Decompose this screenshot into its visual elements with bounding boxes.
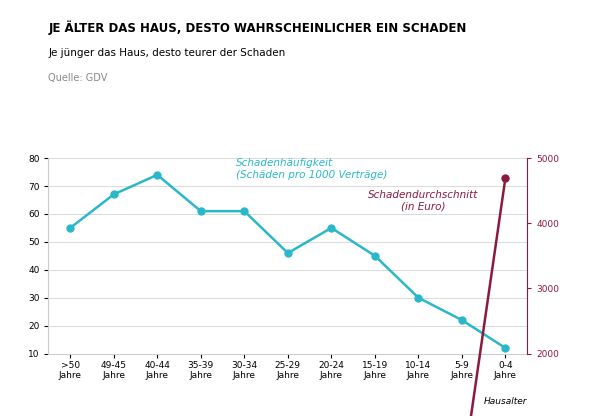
Text: Je jünger das Haus, desto teurer der Schaden: Je jünger das Haus, desto teurer der Sch… (48, 48, 286, 58)
Text: Hausalter: Hausalter (484, 396, 527, 406)
Text: Schadendurchschnitt
(in Euro): Schadendurchschnitt (in Euro) (368, 190, 478, 211)
Text: JE ÄLTER DAS HAUS, DESTO WAHRSCHEINLICHER EIN SCHADEN: JE ÄLTER DAS HAUS, DESTO WAHRSCHEINLICHE… (48, 21, 467, 35)
Text: Quelle: GDV: Quelle: GDV (48, 73, 108, 83)
Text: Schadenhäufigkeit
(Schäden pro 1000 Verträge): Schadenhäufigkeit (Schäden pro 1000 Vert… (236, 158, 387, 180)
